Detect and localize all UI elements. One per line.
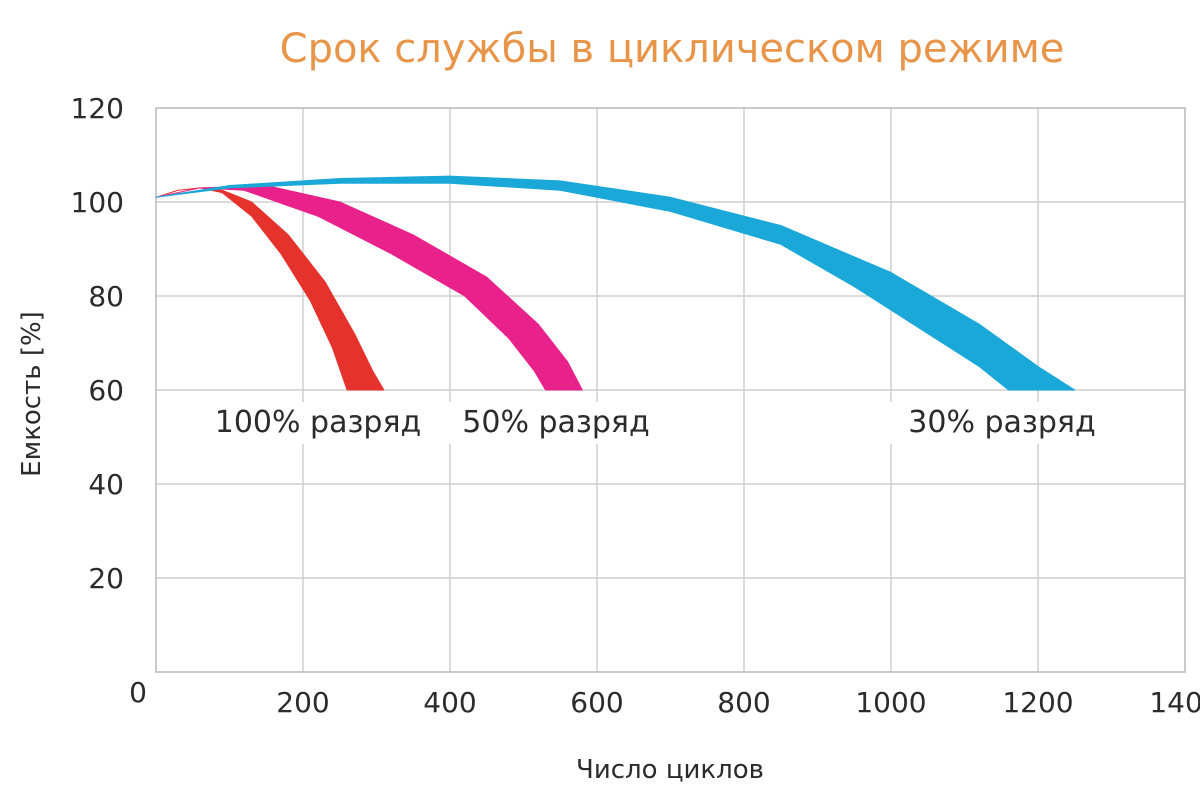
y-tick-label: 100 [71,186,124,219]
x-axis-label: Число циклов [576,755,764,785]
plot-frame [155,107,1186,673]
series-band [155,185,583,391]
series-label: 100% разряд [215,405,422,440]
x-tick-label: 1000 [855,686,926,719]
x-tick-label: 1200 [1002,686,1073,719]
series-label-bg [444,402,668,444]
series-label-bg [890,402,1114,444]
axis-ticks: 200400600800100012001400204060801001200 [71,92,1200,719]
chart-title: Срок службы в циклическом режиме [280,26,1065,72]
x-tick-label: 400 [423,686,476,719]
y-tick-label: 20 [88,562,124,595]
x-tick-label: 800 [717,686,770,719]
series-labels: 100% разряд 50% разряд 30% разряд [206,402,1114,444]
series-label: 30% разряд [908,405,1095,440]
y-tick-label: 80 [88,280,124,313]
origin-label: 0 [129,676,147,709]
x-tick-label: 600 [570,686,623,719]
y-tick-label: 120 [71,92,124,125]
series-bands [155,175,1076,391]
y-axis-label: Емкость [%] [17,311,47,477]
series-label-bg [206,402,430,444]
x-tick-label: 200 [276,686,329,719]
series-label: 50% разряд [462,405,649,440]
y-tick-label: 60 [88,374,124,407]
x-tick-label: 1400 [1149,686,1200,719]
y-tick-label: 40 [88,468,124,501]
series-band [155,187,385,391]
series-band [155,175,1076,391]
